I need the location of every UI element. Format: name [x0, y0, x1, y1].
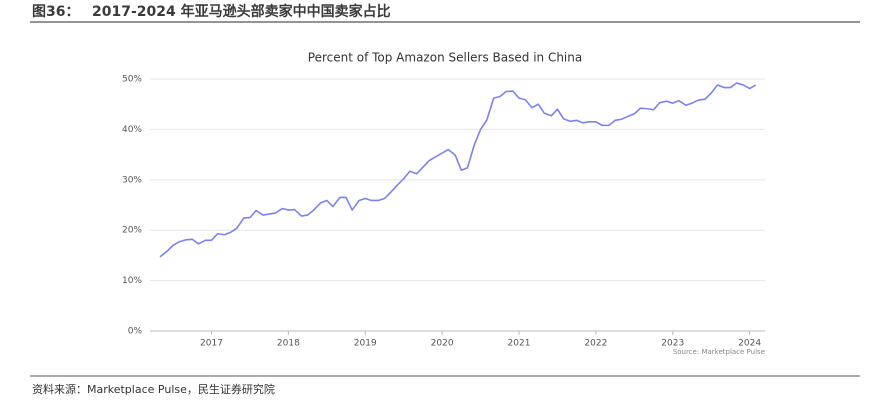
chart-title: Percent of Top Amazon Sellers Based in C… [308, 51, 582, 65]
x-tick-label: 2020 [431, 339, 454, 349]
x-tick-label: 2022 [584, 339, 607, 349]
x-tick-label: 2017 [200, 339, 223, 349]
data-line [159, 82, 757, 258]
figure-label: 图36： [32, 4, 79, 20]
y-tick-label: 10% [122, 276, 142, 286]
x-tick-label: 2023 [661, 339, 684, 349]
x-tick-label: 2019 [354, 339, 377, 349]
y-tick-label: 50% [122, 75, 142, 85]
figure-title: 2017-2024 年亚马逊头部卖家中中国卖家占比 [92, 3, 391, 20]
y-tick-label: 30% [122, 175, 142, 185]
x-tick-label: 2024 [738, 339, 761, 349]
source-note: Source: Marketplace Pulse [673, 348, 765, 356]
x-tick-label: 2021 [508, 339, 531, 349]
y-tick-label: 20% [122, 226, 142, 236]
footer-source: 资料来源：Marketplace Pulse，民生证券研究院 [32, 382, 275, 396]
x-tick-label: 2018 [277, 339, 300, 349]
y-tick-label: 0% [128, 327, 143, 337]
y-tick-label: 40% [122, 125, 142, 135]
